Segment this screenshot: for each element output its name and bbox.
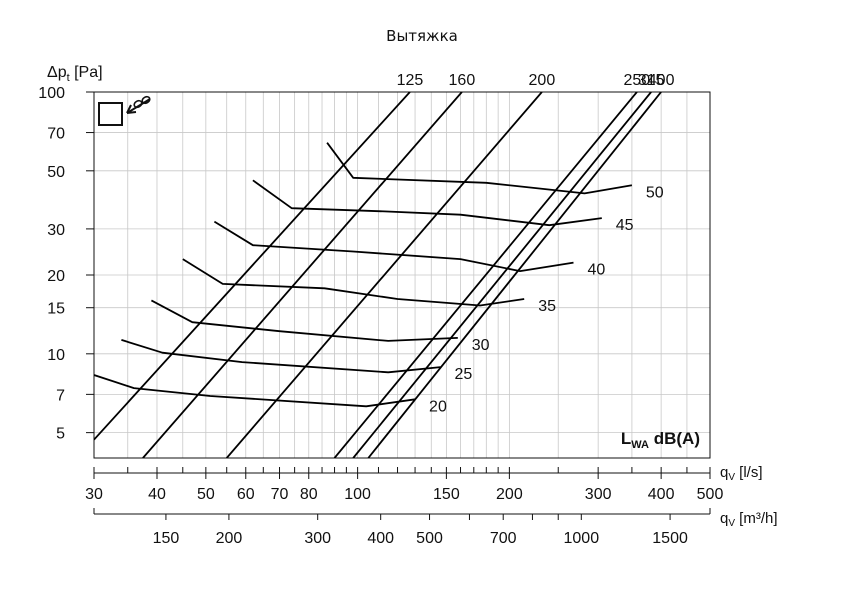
sound-level-label: 40 — [587, 262, 605, 279]
x-tick-label-ls: 400 — [648, 486, 675, 503]
x-tick-label-ls: 200 — [496, 486, 523, 503]
x-axis-label-ls: qV [l/s] — [720, 464, 763, 483]
duct-line-200 — [226, 92, 543, 458]
duct-line-315 — [352, 92, 652, 458]
x-axis-m3h — [93, 508, 711, 520]
y-tick-label: 5 — [56, 426, 65, 443]
x-tick-label-ls: 80 — [300, 486, 318, 503]
sound-curve-30 — [150, 299, 458, 342]
lwa-label: LWA dB(A) — [621, 429, 700, 451]
y-tick-label: 10 — [47, 347, 65, 364]
y-tick-label: 50 — [47, 164, 65, 181]
x-tick-label-ls: 60 — [237, 486, 255, 503]
x-tick-label-m3h: 1500 — [652, 530, 688, 547]
duct-lines — [94, 92, 662, 458]
duct-size-label: 250 — [624, 72, 651, 89]
y-tick-label: 20 — [47, 268, 65, 285]
duct-line-125 — [94, 92, 411, 441]
y-tick-label: 100 — [38, 85, 65, 102]
sound-level-label: 45 — [616, 217, 634, 234]
sound-level-label: 35 — [538, 298, 556, 315]
x-tick-label-m3h: 150 — [153, 530, 180, 547]
sound-curve-25 — [121, 339, 441, 374]
x-tick-label-ls: 30 — [85, 486, 103, 503]
x-tick-label-m3h: 400 — [367, 530, 394, 547]
duct-line-400 — [367, 92, 662, 458]
duct-size-label: 315 — [638, 72, 665, 89]
duct-size-label: 400 — [648, 72, 675, 89]
y-axis-label: Δpt [Pa] — [47, 64, 103, 84]
square-duct-icon — [98, 95, 151, 126]
y-tick-label: 15 — [47, 301, 65, 318]
y-tick-label: 7 — [56, 387, 65, 404]
x-tick-label-m3h: 1000 — [564, 530, 600, 547]
x-tick-label-ls: 50 — [197, 486, 215, 503]
duct-line-250 — [333, 92, 638, 458]
sound-curve-50 — [326, 142, 633, 195]
sound-curves — [94, 142, 633, 408]
duct-size-label: 160 — [449, 72, 476, 89]
duct-size-label: 200 — [529, 72, 556, 89]
x-tick-label-m3h: 500 — [416, 530, 443, 547]
sound-level-label: 50 — [646, 184, 664, 201]
x-tick-label-ls: 40 — [148, 486, 166, 503]
x-tick-label-m3h: 300 — [304, 530, 331, 547]
sound-level-label: 20 — [429, 398, 447, 415]
duct-line-160 — [142, 92, 463, 458]
x-tick-label-m3h: 700 — [490, 530, 517, 547]
x-tick-label-ls: 100 — [344, 486, 371, 503]
x-tick-label-ls: 500 — [697, 486, 724, 503]
x-tick-label-ls: 150 — [433, 486, 460, 503]
sound-curve-45 — [252, 179, 602, 227]
duct-size-label: 125 — [397, 72, 424, 89]
y-tick-label: 70 — [47, 126, 65, 143]
x-axis-label-m3h: qV [m³/h] — [720, 510, 778, 529]
sound-level-label: 30 — [472, 337, 490, 354]
y-tick-label: 30 — [47, 222, 65, 239]
sound-curve-40 — [213, 220, 574, 272]
sound-curve-35 — [182, 258, 525, 307]
x-tick-label-ls: 70 — [271, 486, 289, 503]
chart-title: Вытяжка — [386, 27, 458, 45]
sound-curve-20 — [94, 374, 416, 408]
x-tick-label-m3h: 200 — [216, 530, 243, 547]
x-axis-ls — [93, 467, 711, 479]
sound-level-label: 25 — [454, 366, 472, 383]
x-tick-label-ls: 300 — [585, 486, 612, 503]
